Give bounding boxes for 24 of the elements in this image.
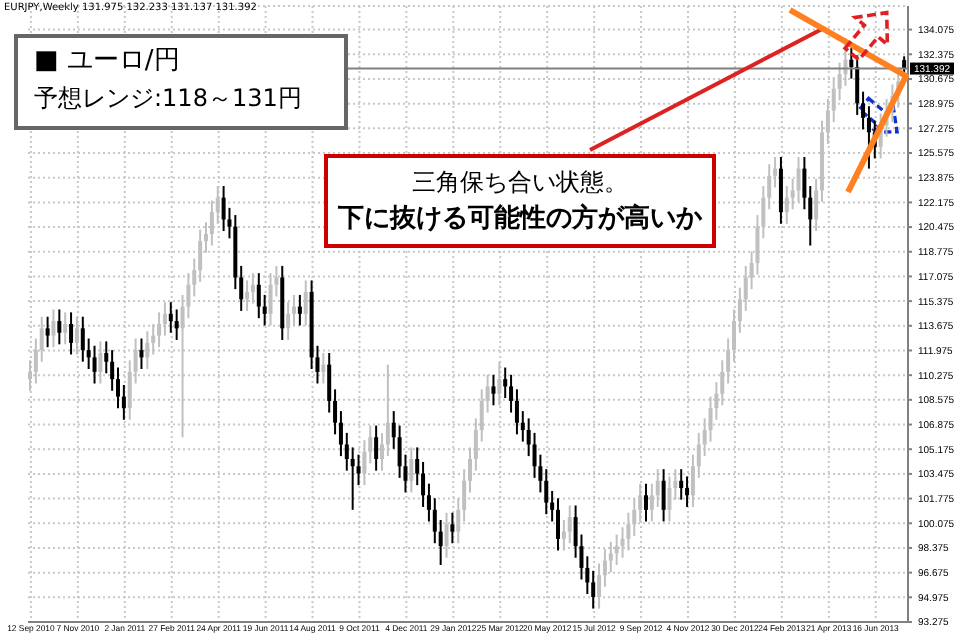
candlestick [778,156,783,225]
candlestick [297,293,302,327]
annotation: 下に抜ける可能性の方が高いか [336,202,704,238]
candlestick [685,475,690,508]
candlestick [374,424,379,472]
candlestick [92,344,97,385]
candlestick [57,308,62,346]
candlestick [168,301,173,334]
annotation: 三角保ち合い状態。 [410,166,630,200]
candlestick [80,315,85,363]
candlestick [491,373,496,407]
candlestick [679,468,684,501]
candlestick [661,468,666,523]
candlestick [139,337,144,370]
candlestick [450,511,455,545]
annotation: ■ ユーロ/円 [34,44,182,80]
candlestick [69,311,74,356]
candlestick [174,308,179,341]
candlestick [556,497,560,552]
candlestick [221,185,226,233]
annotation: 予想レンジ:118～131円 [34,82,304,116]
candlestick [256,272,261,320]
candlestick [644,482,648,523]
candlestick [45,315,50,349]
